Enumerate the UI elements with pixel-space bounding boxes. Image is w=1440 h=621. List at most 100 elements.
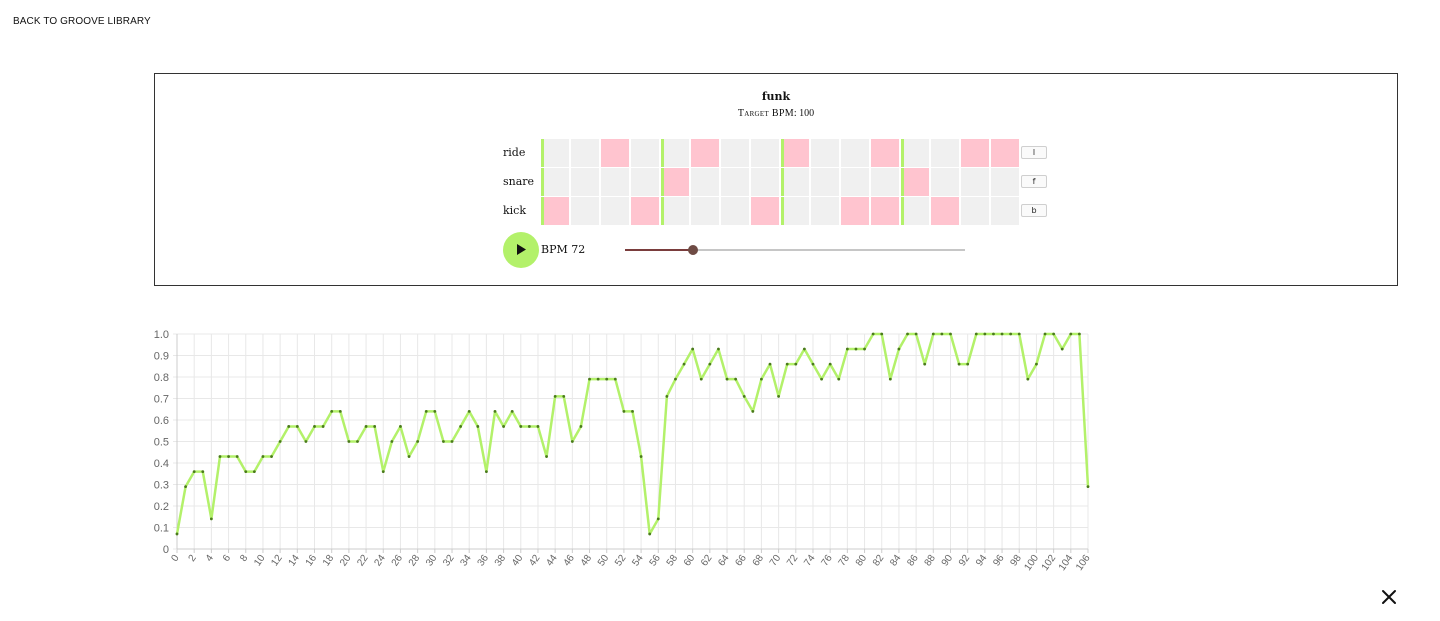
play-button[interactable] (503, 232, 539, 268)
data-point (184, 485, 187, 489)
step-cell[interactable] (541, 197, 569, 225)
data-point (699, 377, 703, 381)
step-cell[interactable] (541, 168, 569, 196)
step-cell[interactable] (601, 139, 629, 167)
step-cell[interactable] (631, 139, 659, 167)
y-tick-label: 0.6 (154, 415, 169, 427)
step-cell[interactable] (901, 139, 929, 167)
back-to-library-link[interactable]: BACK TO GROOVE LIBRARY (13, 16, 151, 27)
data-point (622, 410, 626, 413)
step-cell[interactable] (751, 139, 779, 167)
data-point (278, 440, 282, 443)
data-point (502, 425, 505, 428)
track-key-button[interactable]: f (1021, 175, 1047, 188)
x-tick-label: 54 (630, 553, 646, 569)
accuracy-line-chart: 0 2 4 6 8 10 12 14 16 18 20 22 24 26 28 30 32 34 36 38 40 42 4… (154, 329, 1093, 572)
data-point (304, 440, 308, 443)
x-tick-label: 38 (493, 553, 509, 569)
data-point (605, 377, 609, 381)
step-cell[interactable] (691, 139, 719, 167)
step-cell[interactable] (571, 197, 599, 225)
step-cell[interactable] (691, 168, 719, 196)
step-cell[interactable] (571, 168, 599, 196)
track-key-button[interactable]: b (1021, 204, 1047, 217)
step-cell[interactable] (721, 168, 749, 196)
data-point (373, 425, 377, 428)
data-point (407, 455, 411, 458)
step-cell[interactable] (721, 139, 749, 167)
step-cell[interactable] (961, 168, 989, 196)
data-point (1000, 332, 1004, 336)
step-cell[interactable] (961, 197, 989, 225)
x-tick-label: 56 (648, 553, 664, 569)
step-cell[interactable] (601, 197, 629, 225)
step-cell[interactable] (871, 168, 899, 196)
groove-title: funk (761, 90, 791, 103)
x-tick-label: 76 (819, 553, 835, 569)
x-tick-label: 70 (768, 553, 784, 569)
data-point (493, 410, 497, 413)
step-cell[interactable] (631, 168, 659, 196)
step-cell[interactable] (931, 139, 959, 167)
step-cell[interactable] (991, 139, 1019, 167)
step-cell[interactable] (781, 168, 809, 196)
step-cell[interactable] (661, 168, 689, 196)
step-cell[interactable] (571, 139, 599, 167)
data-point (914, 332, 918, 336)
y-tick-label: 0.4 (154, 458, 169, 470)
step-cell[interactable] (931, 168, 959, 196)
x-tick-label: 52 (613, 553, 629, 569)
step-cell[interactable] (721, 197, 749, 225)
step-cell[interactable] (751, 168, 779, 196)
step-cell[interactable] (541, 139, 569, 167)
step-cell[interactable] (991, 168, 1019, 196)
step-cell[interactable] (631, 197, 659, 225)
step-cell[interactable] (811, 139, 839, 167)
data-point (476, 425, 480, 428)
data-point (1017, 332, 1021, 336)
step-cell[interactable] (841, 197, 869, 225)
x-tick-label: 90 (940, 553, 956, 569)
step-cell[interactable] (661, 197, 689, 225)
step-cell[interactable] (901, 197, 929, 225)
data-point (261, 455, 265, 458)
x-tick-label: 6 (221, 553, 233, 564)
step-cell[interactable] (811, 168, 839, 196)
data-point (957, 362, 961, 366)
bpm-slider[interactable] (625, 242, 965, 258)
x-tick-label: 24 (372, 553, 388, 569)
x-tick-label: 0 (169, 553, 181, 564)
track-key-button[interactable]: l (1021, 146, 1047, 159)
step-cell[interactable] (811, 197, 839, 225)
x-tick-label: 26 (390, 553, 406, 569)
data-point (227, 455, 230, 458)
step-cell[interactable] (601, 168, 629, 196)
step-cell[interactable] (661, 139, 689, 167)
data-point (1078, 332, 1081, 336)
data-point (966, 362, 970, 366)
close-button[interactable] (1378, 586, 1400, 608)
step-cell[interactable] (841, 139, 869, 167)
step-cell[interactable] (841, 168, 869, 196)
data-point (201, 470, 205, 473)
step-cell[interactable] (871, 139, 899, 167)
x-tick-label: 96 (991, 553, 1007, 569)
step-cell[interactable] (751, 197, 779, 225)
groove-panel: funk Target BPM: 100 ride l snare f kick b BP… (154, 73, 1398, 286)
y-tick-label: 0.7 (154, 394, 169, 406)
data-point (596, 377, 600, 381)
data-point (579, 425, 583, 428)
x-tick-label: 32 (441, 553, 457, 569)
step-cell[interactable] (961, 139, 989, 167)
data-point (656, 517, 660, 521)
step-cell[interactable] (871, 197, 899, 225)
step-cell[interactable] (931, 197, 959, 225)
data-point (648, 532, 652, 536)
x-tick-label: 80 (854, 553, 870, 569)
step-cell[interactable] (901, 168, 929, 196)
step-cell[interactable] (781, 139, 809, 167)
bpm-slider-thumb[interactable] (688, 245, 698, 255)
step-cell[interactable] (991, 197, 1019, 225)
step-cell[interactable] (691, 197, 719, 225)
step-cell[interactable] (781, 197, 809, 225)
